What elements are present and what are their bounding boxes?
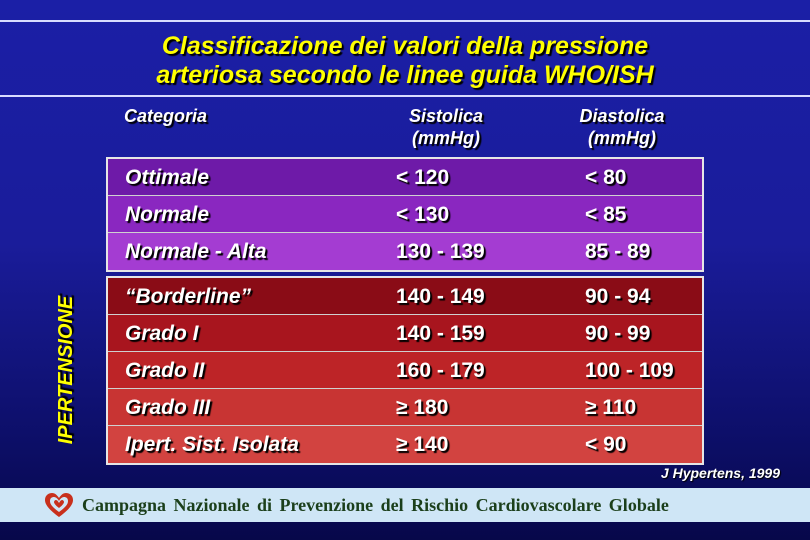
cell-categoria: Grado III: [125, 396, 211, 419]
cell-sistolica: < 130: [396, 203, 450, 226]
cell-diastolica: 90 - 94: [585, 285, 651, 308]
cell-categoria: Normale: [125, 203, 210, 226]
footer-banner: Campagna Nazionale di Prevenzione del Ri…: [0, 488, 810, 522]
header-categoria: Categoria: [124, 105, 207, 127]
header-categoria-label: Categoria: [124, 106, 208, 126]
cell-diastolica: 90 - 99: [585, 322, 651, 345]
cell-categoria: Ottimale: [125, 166, 210, 189]
title-line-1: Classificazione dei valori della pressio…: [161, 32, 649, 60]
heart-logo-icon: [45, 493, 73, 517]
cell-sistolica: ≥ 140: [396, 433, 449, 456]
table-row: Normale - Alta 130 - 139 85 - 89: [108, 233, 702, 270]
cell-diastolica: 85 - 89: [585, 240, 651, 263]
header-sistolica: Sistolica (mmHg): [386, 105, 506, 149]
title-line-2: arteriosa secondo le linee guida WHO/ISH: [156, 61, 654, 89]
table-row: Grado I 140 - 159 90 - 99: [108, 315, 702, 352]
cell-sistolica: 130 - 139: [396, 240, 485, 263]
table-row: Grado II 160 - 179 100 - 109: [108, 352, 702, 389]
header-sistolica-label: Sistolica: [408, 106, 484, 126]
cell-diastolica: 100 - 109: [585, 359, 674, 382]
hypertension-label: IPERTENSIONE: [55, 295, 77, 445]
cell-sistolica: 140 - 159: [396, 322, 485, 345]
normal-table: Ottimale < 120 < 80 Normale < 130 < 85 N…: [106, 157, 704, 272]
source-citation: J Hypertens, 1999: [660, 465, 780, 481]
cell-categoria: Grado I: [125, 322, 199, 345]
cell-diastolica: ≥ 110: [585, 396, 637, 419]
cell-diastolica: < 85: [585, 203, 627, 226]
cell-categoria: Grado II: [125, 359, 205, 382]
footer-text: Campagna Nazionale di Prevenzione del Ri…: [82, 495, 669, 515]
top-rule: [0, 20, 810, 22]
header-diastolica: Diastolica (mmHg): [562, 105, 682, 149]
cell-diastolica: < 80: [585, 166, 627, 189]
header-diastolica-unit: (mmHg): [588, 128, 656, 148]
cell-sistolica: 160 - 179: [396, 359, 485, 382]
cell-sistolica: < 120: [396, 166, 450, 189]
cell-sistolica: ≥ 180: [396, 396, 449, 419]
cell-diastolica: < 90: [585, 433, 627, 456]
slide-title: Classificazione dei valori della pressio…: [0, 32, 810, 90]
header-diastolica-label: Diastolica: [579, 106, 665, 126]
cell-sistolica: 140 - 149: [396, 285, 485, 308]
table-row: “Borderline” 140 - 149 90 - 94: [108, 278, 702, 315]
table-row: Grado III ≥ 180 ≥ 110: [108, 389, 702, 426]
cell-categoria: “Borderline”: [125, 285, 252, 308]
title-rule: [0, 95, 810, 97]
hypertension-table: “Borderline” 140 - 149 90 - 94 Grado I 1…: [106, 276, 704, 465]
table-row: Ottimale < 120 < 80: [108, 159, 702, 196]
table-row: Normale < 130 < 85: [108, 196, 702, 233]
header-sistolica-unit: (mmHg): [412, 128, 480, 148]
table-row: Ipert. Sist. Isolata ≥ 140 < 90: [108, 426, 702, 463]
cell-categoria: Ipert. Sist. Isolata: [125, 433, 299, 456]
cell-categoria: Normale - Alta: [125, 240, 267, 263]
